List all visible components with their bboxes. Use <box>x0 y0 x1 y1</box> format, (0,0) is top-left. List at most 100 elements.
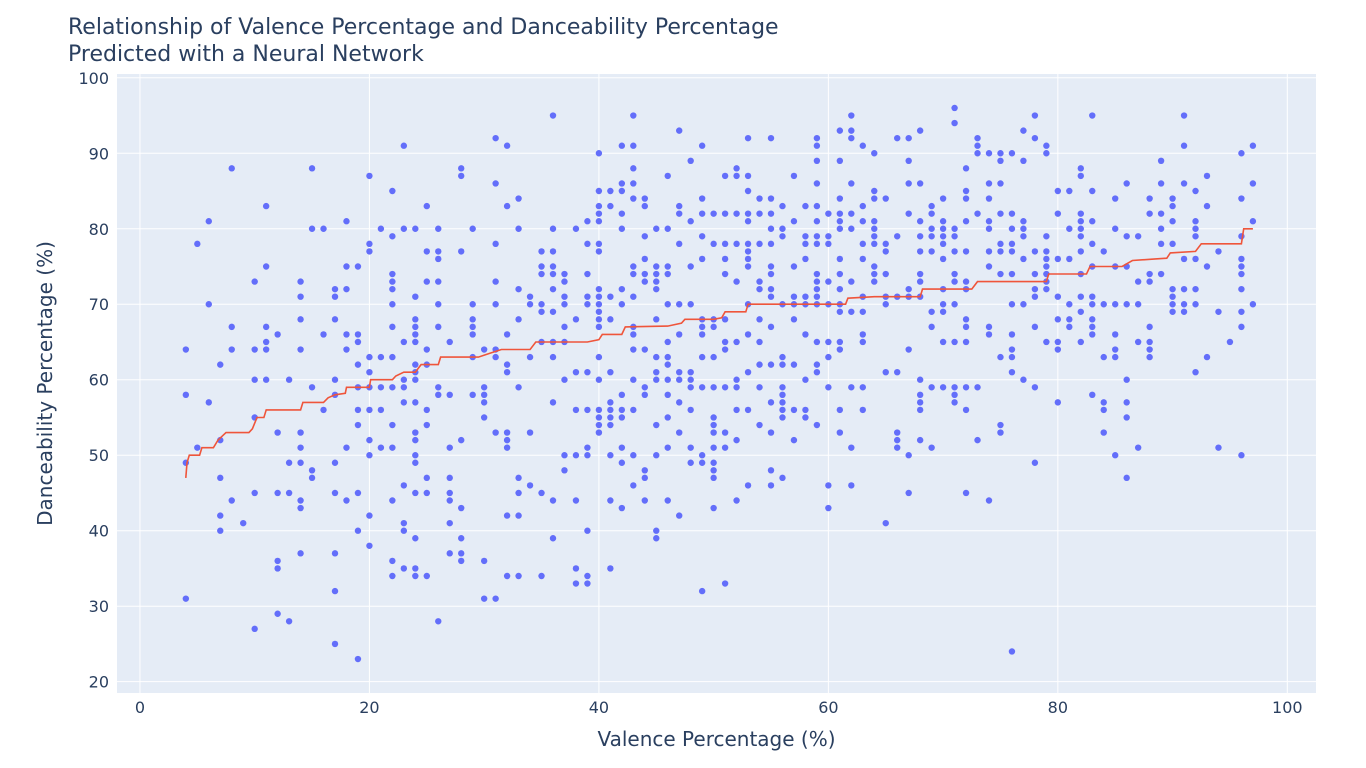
data-point <box>435 278 442 285</box>
data-point <box>1203 263 1211 270</box>
data-point <box>882 270 889 278</box>
data-point <box>561 376 568 383</box>
data-point <box>1180 285 1188 293</box>
data-point <box>744 368 752 376</box>
data-point <box>1077 233 1084 240</box>
data-point <box>1077 210 1084 217</box>
data-point <box>297 429 304 436</box>
data-point <box>595 150 603 157</box>
data-point <box>262 346 270 353</box>
data-point <box>549 353 557 361</box>
data-point <box>721 316 729 323</box>
data-point <box>572 225 580 232</box>
data-point <box>951 399 958 406</box>
data-point <box>664 414 671 421</box>
data-point <box>836 195 844 202</box>
data-point <box>607 406 614 414</box>
data-point <box>595 421 603 429</box>
data-point <box>997 248 1004 255</box>
data-point <box>951 119 958 127</box>
data-point <box>790 263 798 270</box>
data-point <box>389 353 396 361</box>
data-point <box>997 421 1004 429</box>
data-point <box>687 406 694 414</box>
data-point <box>1169 240 1176 248</box>
data-point <box>630 376 637 383</box>
data-point <box>916 399 924 406</box>
data-point <box>641 497 648 504</box>
data-point <box>744 406 752 414</box>
data-point <box>503 436 511 444</box>
data-point <box>423 202 430 210</box>
data-point <box>584 240 591 248</box>
data-point <box>985 497 993 504</box>
data-point <box>802 331 809 338</box>
y-tick-label: 100 <box>78 69 109 88</box>
data-point <box>1066 323 1073 331</box>
data-point <box>389 270 396 278</box>
data-point <box>538 301 545 308</box>
data-point <box>813 202 821 210</box>
data-point <box>561 467 568 474</box>
data-point <box>871 270 878 278</box>
data-point <box>458 535 465 542</box>
scatter-points <box>182 104 1257 663</box>
data-point <box>1100 406 1107 414</box>
data-point <box>1043 150 1050 157</box>
y-tick-label: 80 <box>89 220 109 239</box>
data-point <box>343 331 350 338</box>
data-point <box>1180 180 1188 187</box>
data-point <box>1169 293 1176 300</box>
data-point <box>435 391 442 399</box>
data-point <box>343 285 350 293</box>
data-point <box>905 285 912 293</box>
data-point <box>859 240 866 248</box>
data-point <box>871 233 878 240</box>
data-point <box>767 293 775 300</box>
data-point <box>1020 225 1027 232</box>
data-point <box>343 218 350 225</box>
data-point <box>630 270 637 278</box>
data-point <box>458 248 465 255</box>
data-point <box>790 172 798 180</box>
data-point <box>1089 218 1096 225</box>
data-point <box>1008 368 1016 376</box>
data-point <box>916 248 924 255</box>
data-point <box>698 233 706 240</box>
data-point <box>1008 270 1016 278</box>
data-point <box>939 240 947 248</box>
data-point <box>802 233 809 240</box>
data-point <box>1089 391 1096 399</box>
data-point <box>767 467 775 474</box>
data-point <box>618 504 626 512</box>
data-point <box>1066 301 1073 308</box>
data-point <box>756 361 763 368</box>
data-point <box>389 421 396 429</box>
data-point <box>572 452 580 459</box>
data-point <box>1134 301 1142 308</box>
data-point <box>1215 308 1222 315</box>
data-point <box>928 384 935 391</box>
data-point <box>492 429 499 436</box>
data-point <box>894 134 901 142</box>
data-point <box>676 301 683 308</box>
data-point <box>423 346 430 353</box>
data-point <box>354 421 362 429</box>
data-point <box>595 285 603 293</box>
data-point <box>389 572 396 580</box>
data-point <box>400 482 408 489</box>
data-point <box>905 452 912 459</box>
data-point <box>859 218 866 225</box>
data-point <box>1089 323 1096 331</box>
data-point <box>813 233 821 240</box>
data-point <box>354 489 362 497</box>
data-point <box>1043 285 1050 293</box>
data-point <box>331 489 339 497</box>
data-point <box>366 452 373 459</box>
data-point <box>676 376 683 383</box>
data-point <box>1192 368 1199 376</box>
data-point <box>297 346 304 353</box>
data-point <box>836 255 844 263</box>
data-point <box>1089 187 1096 195</box>
data-point <box>492 595 499 602</box>
